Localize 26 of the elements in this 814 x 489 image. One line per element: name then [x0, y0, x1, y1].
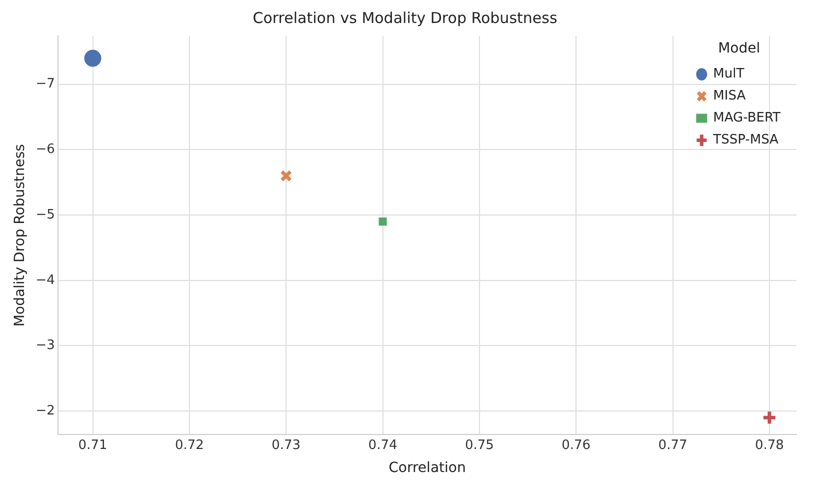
- x-tick-label: 0.74: [368, 438, 398, 453]
- chart-title: Correlation vs Modality Drop Robustness: [252, 8, 558, 27]
- point: [280, 170, 292, 182]
- legend-label: MulT: [713, 66, 744, 82]
- x-tick-label: 0.78: [754, 438, 784, 453]
- legend-label: MAG-BERT: [713, 110, 781, 126]
- x-tick-label: 0.72: [174, 438, 204, 453]
- y-tick-label: −4: [36, 272, 55, 288]
- point: [762, 410, 778, 426]
- x-tick-label: 0.77: [658, 438, 688, 453]
- x-tick-label: 0.73: [272, 438, 301, 453]
- y-tick-label: −5: [36, 207, 55, 222]
- legend-label: TSSP-MSA: [712, 132, 779, 148]
- point: [378, 218, 387, 226]
- y-axis-title: Modality Drop Robustness: [12, 144, 28, 327]
- x-axis-title: Correlation: [388, 460, 466, 476]
- legend-title: Model: [718, 40, 760, 57]
- y-tick-label: −6: [36, 142, 55, 158]
- y-tick-label: −2: [36, 403, 55, 418]
- y-tick-label: −7: [36, 76, 55, 92]
- y-tick-label: −3: [36, 338, 55, 354]
- x-tick-label: 0.76: [562, 438, 591, 453]
- point: [84, 50, 102, 67]
- legend-label: MISA: [713, 88, 746, 104]
- x-tick-label: 0.75: [464, 438, 494, 453]
- x-tick-label: 0.71: [78, 438, 108, 453]
